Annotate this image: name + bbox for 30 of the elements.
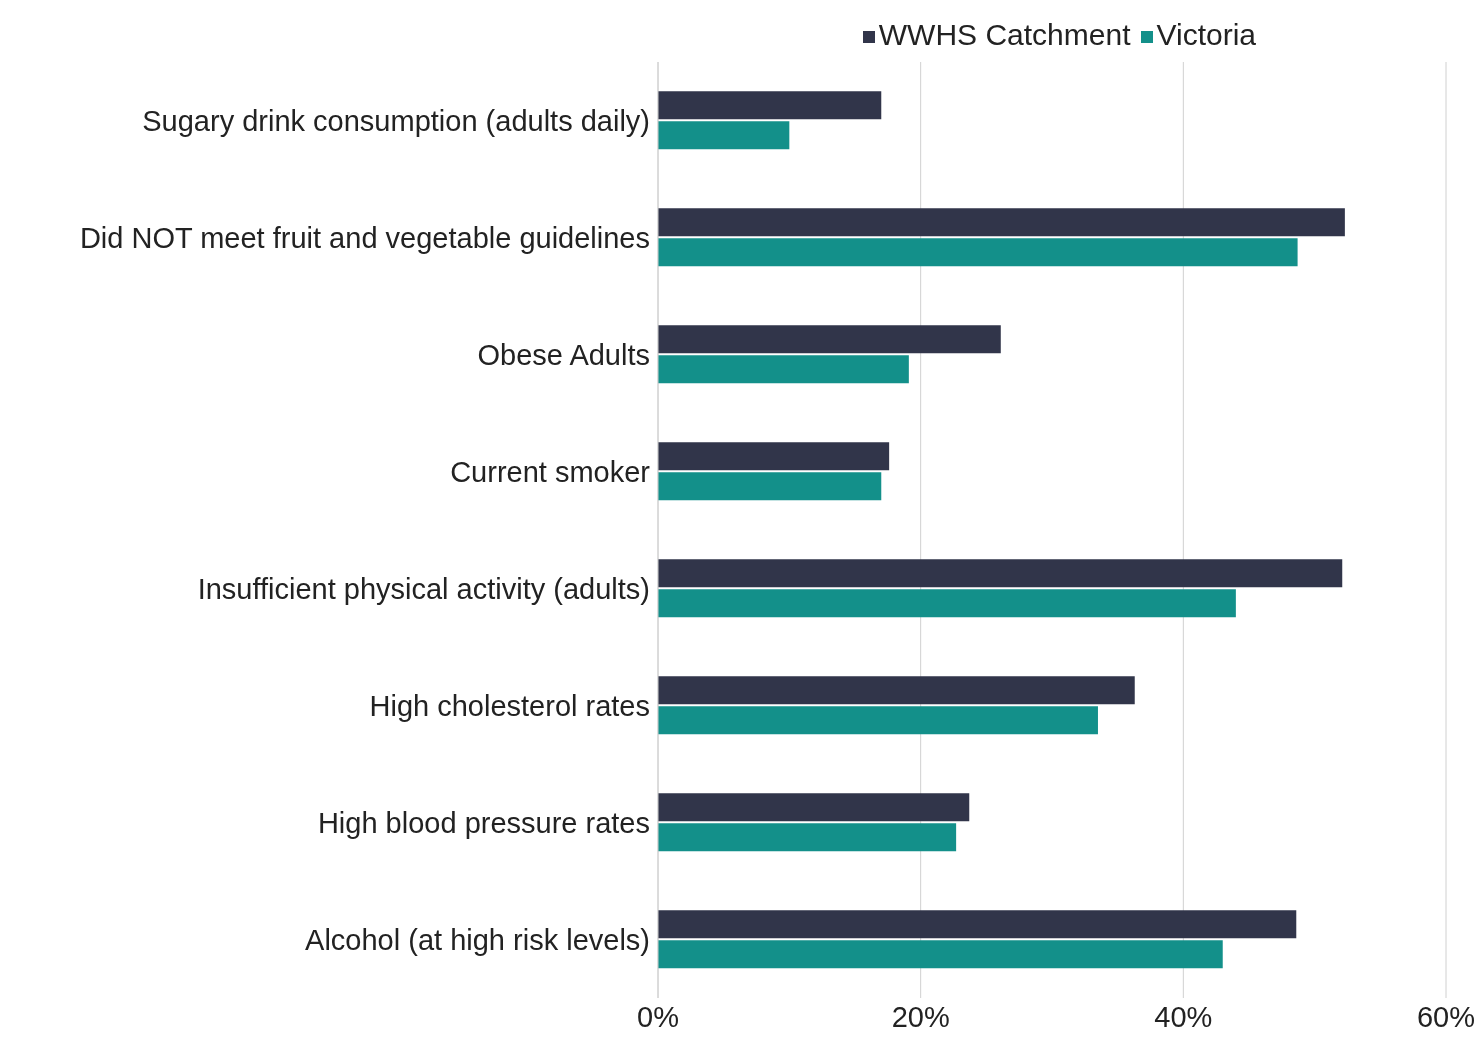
bar: [658, 121, 790, 150]
bar: [658, 676, 1135, 705]
x-tick-label: 0%: [637, 1000, 679, 1033]
bar: [658, 238, 1298, 267]
bar: [658, 910, 1297, 939]
bar: [658, 355, 909, 384]
y-tick-label: Alcohol (at high risk levels): [305, 923, 650, 956]
bar: [658, 325, 1001, 354]
bar: [658, 472, 882, 501]
y-tick-label: Obese Adults: [477, 338, 650, 371]
bar: [658, 91, 882, 120]
y-tick-label: Did NOT meet fruit and vegetable guidelines: [79, 221, 650, 254]
y-tick-label: Insufficient physical activity (adults): [197, 572, 650, 605]
bar: [658, 793, 970, 822]
y-tick-label: Current smoker: [450, 455, 651, 488]
x-tick-label: 40%: [1154, 1000, 1213, 1033]
legend-label: WWHS Catchment: [878, 18, 1131, 51]
legend-label: Victoria: [1156, 18, 1256, 51]
bar: [658, 706, 1098, 735]
y-tick-label: High blood pressure rates: [317, 806, 650, 839]
x-tick-label: 20%: [891, 1000, 950, 1033]
bar: [658, 559, 1343, 588]
x-tick-label: 60%: [1416, 1000, 1476, 1033]
bar: [658, 208, 1345, 237]
bar: [658, 589, 1236, 618]
bar: [658, 442, 890, 471]
bar: [658, 823, 957, 852]
y-tick-label: High cholesterol rates: [369, 689, 650, 722]
bar: [658, 940, 1223, 969]
y-tick-label: Sugary drink consumption (adults daily): [142, 104, 650, 137]
